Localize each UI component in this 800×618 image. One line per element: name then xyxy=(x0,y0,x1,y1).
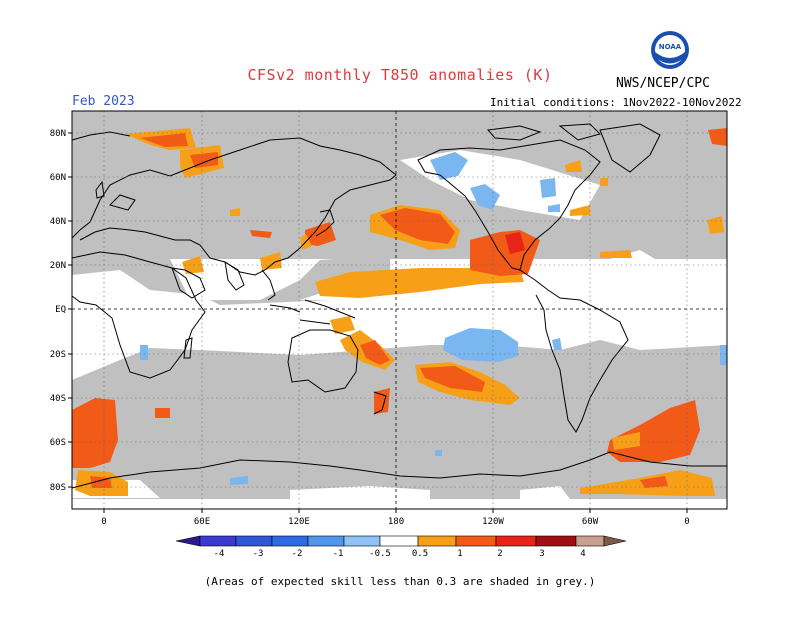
lon-label-120e: 120E xyxy=(288,517,310,527)
lat-label-40s: 40S xyxy=(50,394,66,404)
colorbar-cell xyxy=(455,535,497,547)
colorbar-cell xyxy=(417,535,457,547)
lat-label-eq: EQ xyxy=(55,305,66,315)
lat-label-60n: 60N xyxy=(50,173,66,183)
lon-label-120w: 120W xyxy=(482,517,504,527)
colorbar-tick: -3 xyxy=(253,549,264,559)
skill-footnote: (Areas of expected skill less than 0.3 a… xyxy=(204,575,596,588)
forecast-month: Feb 2023 xyxy=(72,94,135,109)
lat-label-40n: 40N xyxy=(50,217,66,227)
colorbar-cell xyxy=(271,535,309,547)
lat-label-80s: 80S xyxy=(50,483,66,493)
colorbar-tick: -1 xyxy=(333,549,344,559)
colorbar-cell xyxy=(575,535,605,547)
noaa-logo: NOAA xyxy=(651,31,689,69)
cold-anomalies xyxy=(140,152,727,485)
colorbar-tick: 0.5 xyxy=(412,549,428,559)
coastlines xyxy=(71,123,727,489)
colorbar-cell xyxy=(379,535,419,547)
warm-tropical-band xyxy=(315,268,524,298)
lat-label-60s: 60S xyxy=(50,438,66,448)
lon-label-0-left: 0 xyxy=(101,517,106,527)
lon-labels: 0 60E 120E 180 120W 60W 0 xyxy=(101,517,689,527)
colorbar-cell xyxy=(535,535,577,547)
colorbar-cell xyxy=(235,535,273,547)
colorbar xyxy=(175,535,627,547)
cold-central-pacific xyxy=(443,328,518,362)
colorbar-cell-min xyxy=(175,535,201,547)
colorbar-labels: -4 -3 -2 -1 -0.5 0.5 1 2 3 4 xyxy=(214,549,586,559)
lat-label-20s: 20S xyxy=(50,350,66,360)
colorbar-tick: -4 xyxy=(214,549,225,559)
chart-title: CFSv2 monthly T850 anomalies (K) xyxy=(247,66,553,84)
lat-label-20n: 20N xyxy=(50,261,66,271)
colorbar-cell-max xyxy=(603,535,627,547)
reference-lines xyxy=(72,111,727,509)
lon-label-60w: 60W xyxy=(582,517,599,527)
colorbar-tick: 1 xyxy=(457,549,462,559)
colorbar-cell xyxy=(495,535,537,547)
colorbar-tick: 3 xyxy=(539,549,544,559)
lon-label-60e: 60E xyxy=(194,517,210,527)
agency-label: NWS/NCEP/CPC xyxy=(616,76,710,91)
colorbar-tick: 4 xyxy=(580,549,585,559)
lon-label-180: 180 xyxy=(388,517,404,527)
south-america-outline xyxy=(519,269,629,433)
colorbar-tick: -2 xyxy=(292,549,303,559)
lat-labels: 80N 60N 40N 20N EQ 20S 40S 60S 80S xyxy=(50,129,66,493)
lon-label-0-right: 0 xyxy=(684,517,689,527)
colorbar-cell xyxy=(343,535,381,547)
north-america-outline xyxy=(417,139,601,271)
warm-south-atlantic xyxy=(72,398,118,468)
colorbar-tick: 2 xyxy=(497,549,502,559)
eurasia-outline xyxy=(71,137,397,276)
colorbar-cell xyxy=(307,535,345,547)
africa-outline xyxy=(71,251,206,379)
colorbar-cell xyxy=(199,535,237,547)
map-frame xyxy=(71,110,728,510)
svg-text:NOAA: NOAA xyxy=(659,43,682,51)
graticule xyxy=(72,111,727,509)
colorbar-tick: -0.5 xyxy=(369,549,391,559)
lat-label-80n: 80N xyxy=(50,129,66,139)
initial-conditions: Initial conditions: 1Nov2022-10Nov2022 xyxy=(490,96,742,109)
australia-outline xyxy=(287,329,359,393)
antarctica-outline xyxy=(71,451,727,489)
